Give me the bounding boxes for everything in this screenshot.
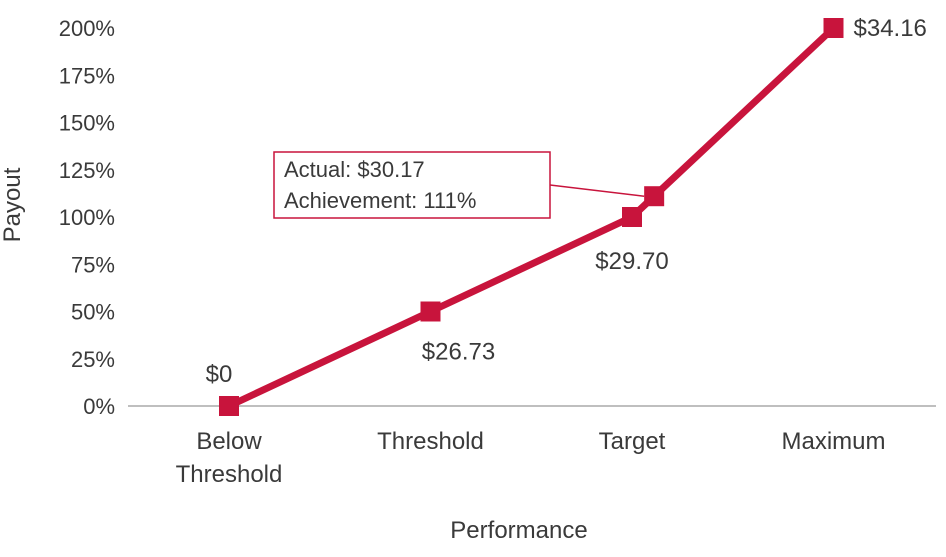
data-label: $0 (206, 361, 233, 388)
x-tick-label: Threshold (377, 428, 484, 455)
annotation-box (273, 151, 551, 219)
annotation-achievement: Achievement: 111% (284, 188, 476, 213)
data-point-marker (823, 18, 844, 38)
y-tick-label: 150% (59, 111, 115, 136)
actual-point-marker (644, 186, 665, 207)
y-tick-label: 125% (59, 158, 115, 183)
data-point-marker (420, 301, 441, 322)
annotation-actual: Actual: $30.17 (284, 157, 425, 182)
data-labels: $0 $26.73 $29.70 $34.16 (206, 15, 927, 388)
y-tick-label: 175% (59, 63, 115, 88)
x-tick-label: Below Threshold (176, 428, 283, 488)
data-markers (219, 18, 844, 416)
x-axis-labels: Below Threshold Threshold Target Maximum (176, 428, 886, 488)
y-tick-label: 75% (71, 252, 115, 277)
data-point-marker (219, 396, 239, 416)
x-axis-title: Performance (450, 517, 587, 544)
y-tick-label: 25% (71, 347, 115, 372)
x-tick-label: Maximum (781, 428, 885, 455)
data-label: $26.73 (422, 339, 495, 366)
y-axis-ticks: 0% 25% 50% 75% 100% 125% 150% 175% 200% (59, 16, 115, 419)
y-tick-label: 100% (59, 205, 115, 230)
y-axis-title: Payout (0, 167, 26, 242)
y-tick-label: 50% (71, 300, 115, 325)
data-point-marker (622, 207, 642, 227)
annotation-leader-line (549, 184, 645, 197)
data-label: $29.70 (595, 248, 668, 275)
y-tick-label: 0% (83, 394, 115, 419)
data-label: $34.16 (854, 15, 927, 42)
x-tick-label: Target (599, 428, 666, 455)
y-tick-label: 200% (59, 16, 115, 41)
